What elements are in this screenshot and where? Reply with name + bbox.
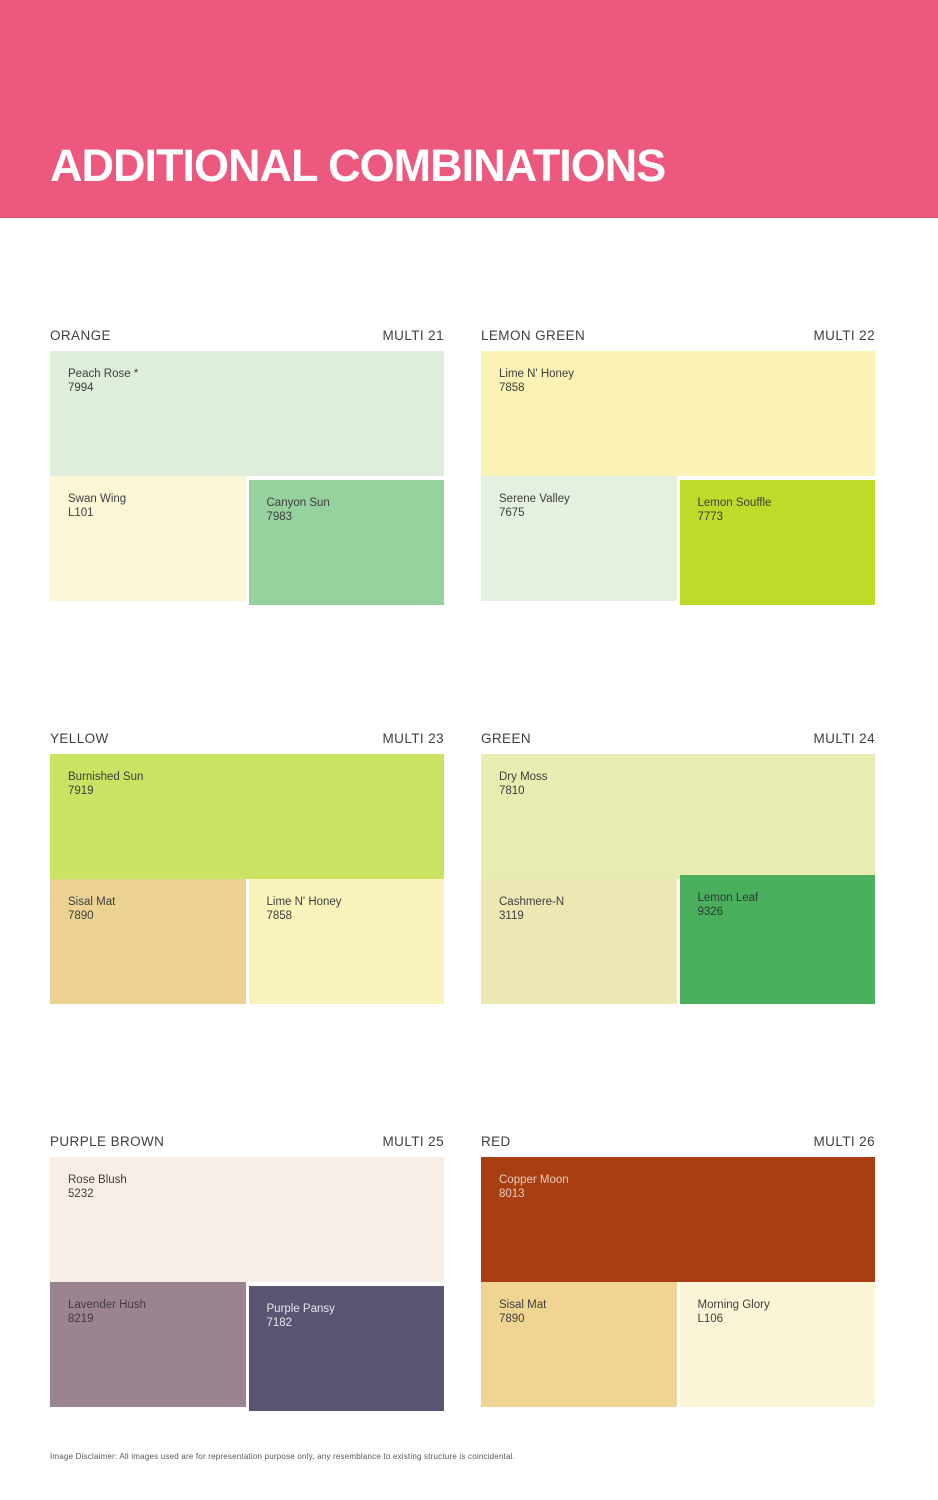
swatch-bottom-left: Sisal Mat 7890 bbox=[50, 879, 246, 1004]
swatch-name: Purple Pansy bbox=[266, 1303, 335, 1315]
swatch-top: Dry Moss 7810 bbox=[481, 754, 875, 879]
swatch-bottom-left: Swan Wing L101 bbox=[50, 476, 246, 601]
swatch-bottom-right: Morning Glory L106 bbox=[679, 1282, 875, 1407]
swatch-bottom-left: Cashmere-N 3119 bbox=[481, 879, 677, 1004]
swatch-code: 7890 bbox=[68, 910, 94, 923]
swatch-bottom-right: Purple Pansy 7182 bbox=[248, 1286, 444, 1411]
footer: Image Disclaimer: All images used are fo… bbox=[50, 1452, 888, 1461]
swatch-code: 7890 bbox=[499, 1313, 525, 1326]
combination-card-multi-22: LEMON GREEN MULTI 22 Lime N' Honey 7858 … bbox=[481, 328, 875, 605]
swatch-top: Burnished Sun 7919 bbox=[50, 754, 444, 879]
swatch-bottom-right: Lime N' Honey 7858 bbox=[248, 879, 444, 1004]
swatch-code: 7858 bbox=[499, 382, 525, 395]
swatch-row: Serene Valley 7675 Lemon Souffle 7773 bbox=[481, 476, 875, 605]
swatch-name: Sisal Mat bbox=[68, 896, 116, 908]
swatch-name: Lemon Souffle bbox=[697, 497, 772, 509]
card-code: MULTI 22 bbox=[813, 328, 875, 343]
swatch-name: Peach Rose * bbox=[68, 368, 139, 380]
swatch-code: 7773 bbox=[697, 511, 724, 524]
swatch-bottom-left: Serene Valley 7675 bbox=[481, 476, 677, 601]
swatch-bottom-right: Lemon Leaf 9326 bbox=[679, 875, 875, 1004]
swatch-code: 7858 bbox=[266, 910, 293, 923]
swatch-bottom-right: Canyon Sun 7983 bbox=[248, 480, 444, 605]
swatch-code: 7983 bbox=[266, 511, 293, 524]
card-title: ORANGE bbox=[50, 328, 111, 343]
swatch-name: Burnished Sun bbox=[68, 771, 144, 783]
swatch-bottom-left: Sisal Mat 7890 bbox=[481, 1282, 677, 1407]
swatch-name: Swan Wing bbox=[68, 493, 127, 505]
card-title: RED bbox=[481, 1134, 511, 1149]
card-header: LEMON GREEN MULTI 22 bbox=[481, 328, 875, 343]
swatch-code: 7994 bbox=[68, 382, 94, 395]
swatch-name: Lime N' Honey bbox=[499, 368, 575, 380]
swatch-code: 7675 bbox=[499, 507, 525, 520]
swatch-code: 7919 bbox=[68, 785, 94, 798]
swatch-top: Lime N' Honey 7858 bbox=[481, 351, 875, 476]
swatch-name: Serene Valley bbox=[499, 493, 570, 505]
swatch-row: Lavender Hush 8219 Purple Pansy 7182 bbox=[50, 1282, 444, 1411]
swatch-code: L101 bbox=[68, 507, 94, 520]
swatch-code: 7810 bbox=[499, 785, 525, 798]
card-title: GREEN bbox=[481, 731, 532, 746]
combination-card-multi-23: YELLOW MULTI 23 Burnished Sun 7919 Sisal… bbox=[50, 731, 444, 1004]
swatch-name: Rose Blush bbox=[68, 1174, 127, 1186]
swatch-code: 8013 bbox=[499, 1188, 525, 1201]
card-header: YELLOW MULTI 23 bbox=[50, 731, 444, 746]
page-title: ADDITIONAL COMBINATIONS bbox=[50, 140, 666, 191]
swatch-code: 5232 bbox=[68, 1188, 94, 1201]
swatch-name: Cashmere-N bbox=[499, 896, 565, 908]
card-code: MULTI 25 bbox=[382, 1134, 444, 1149]
card-code: MULTI 24 bbox=[813, 731, 875, 746]
swatch-bottom-left: Lavender Hush 8219 bbox=[50, 1282, 246, 1407]
swatch-code: 3119 bbox=[499, 910, 524, 923]
swatch-bottom-right: Lemon Souffle 7773 bbox=[679, 480, 875, 605]
card-title: LEMON GREEN bbox=[481, 328, 586, 343]
card-code: MULTI 26 bbox=[813, 1134, 875, 1149]
card-header: PURPLE BROWN MULTI 25 bbox=[50, 1134, 444, 1149]
swatch-code: 9326 bbox=[697, 906, 724, 919]
card-header: GREEN MULTI 24 bbox=[481, 731, 875, 746]
swatch-name: Morning Glory bbox=[697, 1299, 770, 1311]
swatch-row: Sisal Mat 7890 Morning Glory L106 bbox=[481, 1282, 875, 1407]
swatch-top: Copper Moon 8013 bbox=[481, 1157, 875, 1282]
swatch-name: Canyon Sun bbox=[266, 497, 330, 509]
combination-card-multi-24: GREEN MULTI 24 Dry Moss 7810 Cashmere-N … bbox=[481, 731, 875, 1004]
swatch-top: Peach Rose * 7994 bbox=[50, 351, 444, 476]
card-title: YELLOW bbox=[50, 731, 109, 746]
card-code: MULTI 23 bbox=[382, 731, 444, 746]
card-title: PURPLE BROWN bbox=[50, 1134, 165, 1149]
swatch-code: L106 bbox=[697, 1313, 724, 1326]
swatch-name: Lavender Hush bbox=[68, 1299, 146, 1311]
swatch-row: Cashmere-N 3119 Lemon Leaf 9326 bbox=[481, 875, 875, 1004]
card-code: MULTI 21 bbox=[382, 328, 444, 343]
swatch-row: Sisal Mat 7890 Lime N' Honey 7858 bbox=[50, 879, 444, 1004]
combination-card-multi-25: PURPLE BROWN MULTI 25 Rose Blush 5232 La… bbox=[50, 1134, 444, 1411]
combination-card-multi-21: ORANGE MULTI 21 Peach Rose * 7994 Swan W… bbox=[50, 328, 444, 605]
swatch-name: Lime N' Honey bbox=[266, 896, 342, 908]
card-header: ORANGE MULTI 21 bbox=[50, 328, 444, 343]
swatch-top: Rose Blush 5232 bbox=[50, 1157, 444, 1282]
swatch-name: Lemon Leaf bbox=[697, 892, 759, 904]
combination-card-multi-26: RED MULTI 26 Copper Moon 8013 Sisal Mat … bbox=[481, 1134, 875, 1407]
card-header: RED MULTI 26 bbox=[481, 1134, 875, 1149]
disclaimer-text: Image Disclaimer: All images used are fo… bbox=[50, 1452, 516, 1461]
header-banner: ADDITIONAL COMBINATIONS bbox=[0, 0, 938, 218]
combinations-grid: ORANGE MULTI 21 Peach Rose * 7994 Swan W… bbox=[50, 328, 875, 1411]
swatch-code: 8219 bbox=[68, 1313, 94, 1326]
swatch-name: Copper Moon bbox=[499, 1174, 569, 1186]
swatch-row: Swan Wing L101 Canyon Sun 7983 bbox=[50, 476, 444, 605]
swatch-name: Dry Moss bbox=[499, 771, 548, 783]
swatch-code: 7182 bbox=[266, 1317, 293, 1330]
swatch-name: Sisal Mat bbox=[499, 1299, 547, 1311]
